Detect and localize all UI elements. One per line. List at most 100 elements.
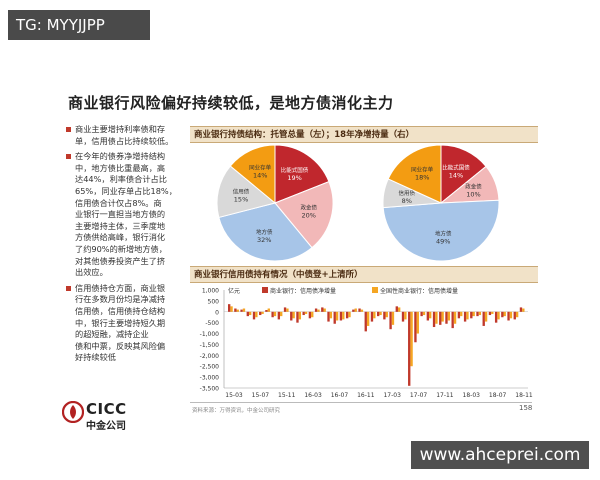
- bar-series1-5: [259, 311, 262, 316]
- y-tick-label: 0: [215, 309, 219, 316]
- bullet-line: 中，地方债比重最高，高: [75, 162, 166, 173]
- pie1-slice-2: [218, 202, 313, 262]
- bar-series2-32: [429, 311, 432, 319]
- legend-unit: 亿元: [228, 287, 240, 295]
- legend-label-2: 全国性商业银行：信用债增量: [380, 287, 458, 295]
- y-tick-label: -3,500: [200, 386, 220, 393]
- bar-series1-21: [358, 308, 361, 312]
- bar-series2-13: [311, 311, 314, 318]
- pie2-slice-label-1: 政金债: [465, 183, 482, 191]
- pie2-slice-label-4: 同业存单: [411, 166, 434, 174]
- pie-section-header: 商业银行持债结构：托管总量（左）；18年净增持量（右）: [190, 126, 538, 143]
- y-tick-label: -1,500: [200, 342, 220, 349]
- logo-text-cn: 中金公司: [86, 421, 126, 432]
- bar-series2-43: [497, 311, 500, 320]
- bar-series1-40: [476, 311, 479, 317]
- bullet-line: 达44%，利率债合计占比: [75, 174, 167, 185]
- x-tick-label: 18-07: [489, 392, 507, 399]
- pie2-slice-label-0: 比能式国债: [442, 164, 470, 172]
- bar-series2-33: [435, 311, 438, 324]
- pie1-slice-1: [274, 180, 334, 249]
- bar-series2-27: [397, 307, 401, 312]
- bar-series1-36: [451, 311, 454, 329]
- bullet-line: 业银行一直担当地方债的: [75, 209, 166, 220]
- bar-series1-33: [432, 311, 436, 328]
- bar-section-header: 商业银行信用债持有情况（中债登+上清所）: [190, 266, 538, 283]
- bar-series1-25: [383, 311, 386, 320]
- bullet-item-2: 在今年的债券净增持结构 中，地方债比重最高，高 达44%，利率债合计占比 65%…: [66, 151, 186, 279]
- bar-series1-13: [308, 311, 312, 319]
- bar-series1-46: [513, 311, 516, 320]
- bar-series2-41: [484, 311, 488, 322]
- pie1-slice-pct-3: 15%: [234, 195, 248, 203]
- pie1-slice-pct-0: 19%: [287, 174, 301, 182]
- pie2-slice-pct-3: 8%: [402, 197, 412, 205]
- bar-series2-34: [441, 311, 444, 322]
- bar-series1-10: [290, 311, 293, 321]
- bar-series1-18: [339, 311, 343, 321]
- bullet-line: 信用债持仓方面，商业银: [75, 282, 166, 293]
- y-tick-label: -1,000: [200, 331, 220, 338]
- bar-series2-15: [323, 308, 326, 312]
- bar-series2-14: [317, 309, 320, 312]
- bar-series1-43: [494, 311, 498, 323]
- bullet-list: 商业主要增持利率债和存 单，信用债占比持续较低。 在今年的债券净增持结构 中，地…: [66, 124, 186, 368]
- bar-series2-9: [286, 308, 289, 312]
- bar-series1-12: [302, 311, 305, 316]
- bullet-line: 行在多数月份均是净减持: [75, 294, 166, 305]
- bar-series2-31: [422, 311, 426, 316]
- bullet-line: 65%，同业存单占比18%，: [75, 185, 177, 196]
- bullet-line: 信用债，信用债持仓结构: [75, 305, 166, 316]
- bar-series1-16: [327, 311, 330, 322]
- bar-series2-38: [466, 311, 469, 320]
- legend-swatch-2: [372, 287, 378, 293]
- bar-series2-17: [335, 311, 339, 321]
- bar-series1-37: [457, 311, 461, 319]
- pie1-slice-4: [229, 144, 276, 205]
- bar-series2-26: [391, 311, 395, 325]
- pie2-slice-pct-1: 10%: [466, 191, 480, 199]
- bar-series2-24: [379, 311, 382, 316]
- pie2-slice-label-2: 地方债: [435, 230, 452, 238]
- bar-series1-26: [389, 311, 392, 330]
- bar-series1-28: [401, 311, 405, 322]
- pie1-slice-3: [216, 165, 277, 219]
- legend-label-1: 商业银行：信用债净增量: [270, 287, 336, 295]
- x-tick-label: 17-03: [383, 392, 401, 399]
- pie2-slice-pct-0: 14%: [449, 172, 463, 180]
- bar-series1-29: [408, 311, 411, 386]
- cicc-logo-icon: [62, 401, 84, 423]
- x-tick-label: 17-11: [436, 392, 454, 399]
- pie2-slice-pct-2: 49%: [436, 238, 450, 246]
- bar-series2-20: [354, 308, 357, 312]
- bar-series1-23: [370, 311, 374, 322]
- bar-series2-7: [273, 311, 277, 317]
- bar-series1-11: [296, 311, 299, 323]
- x-tick-label: 17-07: [410, 392, 428, 399]
- pie1-slice-label-2: 地方债: [256, 228, 273, 236]
- bullet-line: 出效应。: [75, 267, 108, 278]
- bar-series2-37: [460, 311, 463, 317]
- x-tick-label: 16-07: [331, 392, 349, 399]
- bar-series2-21: [360, 309, 364, 312]
- bar-series1-2: [240, 309, 243, 312]
- page-number: 158: [519, 404, 533, 412]
- bullet-line: 的超短融，减持企业: [75, 329, 149, 340]
- bullet-line: 方债供给高峰，银行消化: [75, 232, 166, 243]
- bullet-line: 债和中票，反映其风险偏: [75, 340, 166, 351]
- bar-series1-6: [265, 310, 268, 312]
- bar-series2-5: [261, 311, 264, 314]
- bar-series1-17: [333, 311, 336, 324]
- bullet-line: 在今年的债券净增持结构: [75, 151, 166, 162]
- y-tick-label: -2,000: [200, 353, 220, 360]
- pie1-slice-pct-2: 32%: [257, 236, 271, 244]
- bar-series1-22: [364, 311, 367, 332]
- bullet-line: 单，信用债占比持续较低。: [75, 135, 174, 146]
- bar-series1-7: [271, 311, 274, 318]
- logo-text-en: CICC: [86, 400, 127, 418]
- bar-series1-20: [352, 309, 355, 312]
- bar-series1-15: [321, 307, 324, 312]
- bar-series2-6: [267, 308, 270, 312]
- bullet-item-1: 商业主要增持利率债和存 单，信用债占比持续较低。: [66, 124, 186, 147]
- bar-series2-39: [472, 311, 475, 317]
